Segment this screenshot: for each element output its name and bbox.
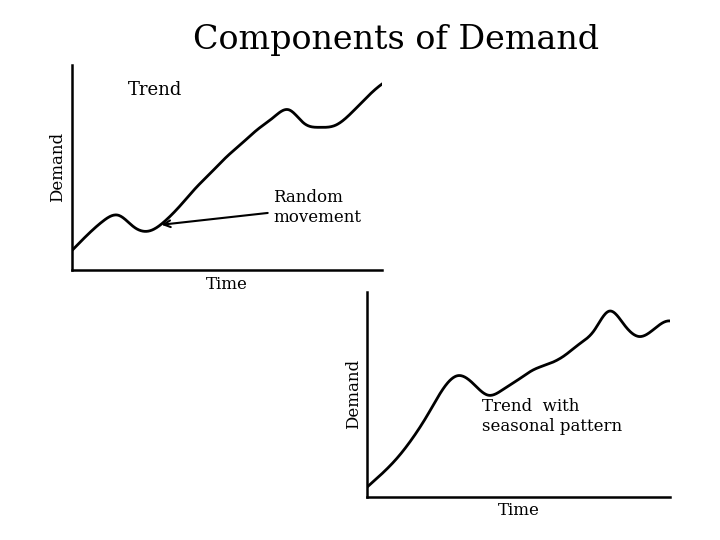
X-axis label: Time: Time: [206, 275, 248, 293]
Text: Components of Demand: Components of Demand: [193, 24, 599, 56]
Y-axis label: Demand: Demand: [345, 359, 361, 429]
Text: Trend: Trend: [127, 81, 182, 99]
Text: Random
movement: Random movement: [163, 189, 361, 227]
Y-axis label: Demand: Demand: [50, 132, 66, 202]
Text: Trend  with
seasonal pattern: Trend with seasonal pattern: [482, 399, 622, 435]
X-axis label: Time: Time: [498, 502, 539, 519]
